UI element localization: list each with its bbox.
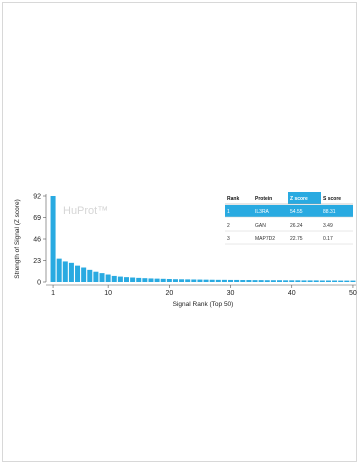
bar-rank-26 [203,279,209,282]
bar-rank-48 [338,280,344,282]
bar-rank-45 [319,280,325,282]
table-cell-r1-c3: 88.31 [323,209,336,215]
table-cell-r3-c0: 3 [227,236,230,242]
y-tick-label-69: 69 [33,215,41,222]
bar-rank-6 [81,267,87,282]
x-tick-label-50: 50 [349,290,357,297]
bar-rank-25 [197,279,203,282]
bar-rank-2 [56,258,62,282]
bar-rank-40 [289,280,295,282]
figure-frame: HuProt™ 0 23 46 69 92 1 10 20 30 40 50 Rank Protein… [2,2,357,462]
bar-rank-38 [276,280,283,282]
bar-rank-20 [166,279,172,282]
bar-rank-18 [154,278,160,282]
bar-rank-16 [142,278,148,282]
bar-rank-30 [228,279,234,282]
bar-rank-35 [258,280,264,282]
bar-rank-36 [264,280,270,282]
bar-rank-37 [270,280,276,282]
row-1-highlight [225,205,353,217]
bar-rank-34 [252,280,258,282]
x-tick-label-30: 30 [227,290,235,297]
x-tick-label-20: 20 [165,290,173,297]
bar-rank-42 [301,280,307,282]
bar-rank-43 [307,280,313,282]
table-cell-r1-c1: IL3RA [255,209,270,215]
bar-rank-23 [185,279,191,282]
bar-rank-5 [75,265,81,282]
table-cell-r2-c0: 2 [227,223,230,229]
bar-rank-14 [130,277,136,282]
bar-rank-31 [234,279,240,282]
table-cell-r1-c0: 1 [227,209,230,215]
bar-rank-10 [105,274,111,282]
table-cell-r2-c1: GAN [255,223,266,229]
bar-rank-15 [136,277,142,282]
bar-rank-3 [62,261,68,282]
table-cell-r2-c2: 26.24 [290,223,303,229]
bar-rank-32 [240,280,246,282]
bar-rank-19 [160,278,166,282]
table-cell-r1-c2: 54.55 [290,209,303,215]
bar-rank-47 [332,280,338,282]
bar-rank-28 [215,279,221,282]
table-header-0: Rank [227,196,239,202]
zscore-header-highlight [288,192,321,204]
x-tick-label-1: 1 [51,290,55,297]
bar-rank-27 [209,279,215,282]
bar-rank-44 [313,280,319,282]
bar-rank-12 [117,276,123,282]
bar-rank-22 [179,279,185,282]
bar-rank-39 [283,280,289,282]
bar-rank-17 [148,278,154,282]
y-tick-label-46: 46 [33,237,41,244]
bar-rank-46 [325,280,331,282]
y-tick-label-0: 0 [37,280,41,287]
table-cell-r3-c3: 0.17 [323,236,333,242]
y-tick-label-23: 23 [33,258,41,265]
bar-rank-49 [344,280,350,282]
bar-rank-13 [123,277,130,282]
bar-rank-1 [50,196,56,282]
bar-rank-9 [99,273,105,282]
table-header-2: Z score [290,196,308,202]
bar-rank-4 [68,262,74,282]
bar-rank-29 [221,279,227,282]
table-cell-r3-c2: 22.75 [290,236,303,242]
bar-rank-7 [87,269,93,282]
bar-rank-8 [93,271,99,282]
table-cell-r2-c3: 3.49 [323,223,333,229]
bar-rank-33 [246,280,252,282]
huprot-watermark: HuProt™ [63,205,108,217]
y-axis-title: Strength of Signal (Z score) [14,199,21,278]
table-cell-r3-c1: MAP7D2 [255,236,275,242]
y-tick-label-92: 92 [33,194,41,201]
table-header-1: Protein [255,196,272,202]
bar-rank-41 [295,280,301,282]
bar-rank-21 [172,279,178,282]
bar-rank-11 [111,275,117,282]
x-tick-label-40: 40 [288,290,296,297]
table-header-3: S score [323,196,341,202]
bar-rank-24 [191,279,197,282]
bar-rank-50 [350,280,356,282]
x-tick-label-10: 10 [104,290,112,297]
x-axis-title: Signal Rank (Top 50) [173,301,234,308]
